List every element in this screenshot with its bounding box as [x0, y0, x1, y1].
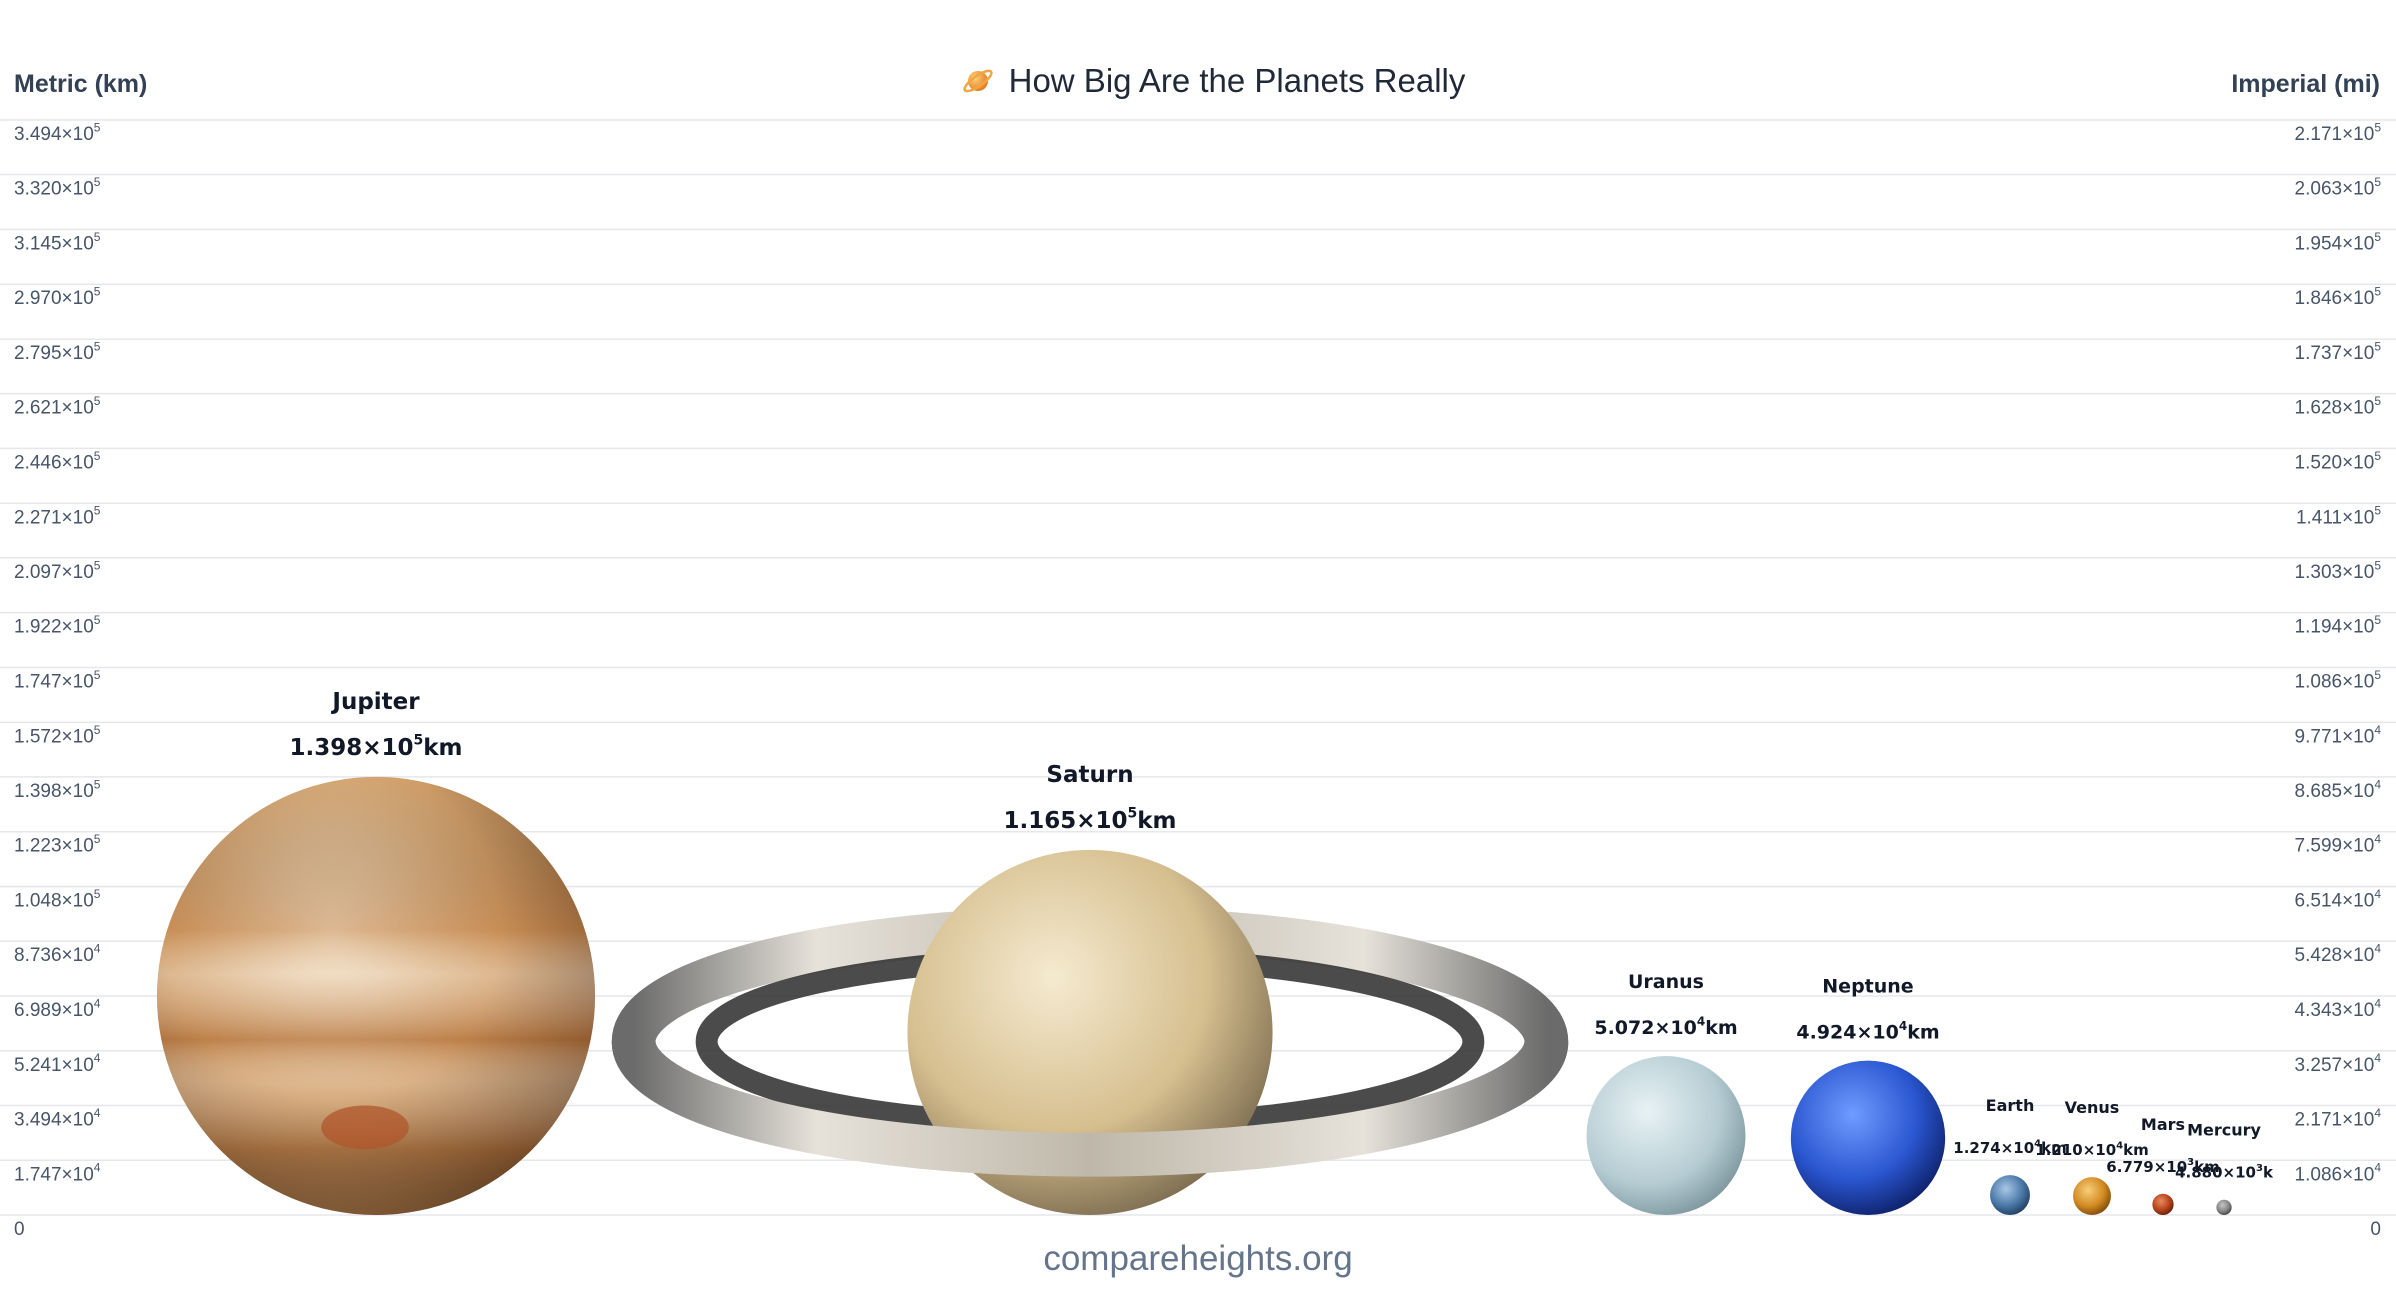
metric-tick-label: 1.223×105 — [14, 832, 101, 857]
planets: Jupiter 1.398×105km Saturn 1.165×105km Uranu… — [156, 689, 2274, 1216]
imperial-tick-label: 2.171×105 — [2295, 120, 2382, 145]
metric-tick-label: 3.145×105 — [14, 230, 101, 255]
metric-tick-label: 2.970×105 — [14, 285, 101, 310]
imperial-tick-label: 1.954×105 — [2295, 230, 2382, 255]
imperial-tick-label: 1.194×105 — [2295, 613, 2382, 638]
imperial-tick-label: 4.343×104 — [2295, 996, 2382, 1021]
chart-title: How Big Are the Planets Really — [1008, 62, 1466, 99]
metric-tick-label: 3.494×105 — [14, 120, 101, 145]
metric-tick-label: 1.572×105 — [14, 723, 101, 748]
imperial-tick-label: 1.737×105 — [2295, 340, 2382, 365]
imperial-tick-label: 7.599×104 — [2295, 832, 2382, 857]
planet-name-label: Mars — [2141, 1115, 2185, 1134]
imperial-tick-label: 1.520×105 — [2295, 449, 2382, 474]
imperial-tick-label: 6.514×104 — [2295, 887, 2382, 912]
imperial-tick-label: 2.171×104 — [2295, 1106, 2382, 1131]
planet-name-label: Neptune — [1822, 976, 1913, 998]
metric-axis-title: Metric (km) — [14, 70, 148, 98]
imperial-tick-label: 5.428×104 — [2295, 942, 2382, 967]
planet-diameter-label: 6.779×103km — [2106, 1157, 2219, 1176]
planet-body — [1586, 1056, 1746, 1215]
planet-body — [2073, 1177, 2111, 1216]
planet-name-label: Venus — [2065, 1098, 2120, 1117]
metric-tick-label: 8.736×104 — [14, 942, 101, 967]
metric-tick-label: 1.398×105 — [14, 777, 101, 802]
planet-body — [1990, 1175, 2030, 1215]
metric-tick-label: 3.494×104 — [14, 1106, 101, 1131]
planet-venus[interactable]: Venus 1.210×104km — [2035, 1098, 2149, 1216]
imperial-tick-label: 1.846×105 — [2295, 285, 2382, 310]
imperial-axis-title: Imperial (mi) — [2231, 70, 2380, 98]
planet-body — [907, 849, 1273, 1215]
imperial-tick-labels: 0 1.086×104 2.171×104 3.257×104 4.343×104 5.4… — [2295, 120, 2382, 1240]
planet-name-label: Mercury — [2187, 1121, 2261, 1140]
planet-name-label: Saturn — [1046, 762, 1133, 788]
metric-tick-label: 2.795×105 — [14, 340, 101, 365]
planet-diameter-label: 1.165×105km — [1003, 806, 1176, 834]
planet-diameter-label: 4.880×103k — [2175, 1163, 2274, 1182]
imperial-tick-label: 0 — [2370, 1219, 2381, 1240]
saturn-ring-front — [611, 1039, 1569, 1177]
imperial-tick-label: 1.303×105 — [2295, 558, 2382, 583]
imperial-tick-label: 1.086×105 — [2295, 668, 2382, 693]
metric-tick-label: 2.097×105 — [14, 558, 101, 583]
metric-tick-label: 2.446×105 — [14, 449, 101, 474]
planet-diameter-label: 5.072×104km — [1594, 1014, 1737, 1039]
metric-tick-label: 3.320×105 — [14, 175, 101, 200]
imperial-tick-label: 1.628×105 — [2295, 394, 2382, 419]
site-credit: compareheights.org — [1043, 1239, 1353, 1278]
metric-tick-label: 1.747×104 — [14, 1161, 101, 1186]
imperial-tick-label: 9.771×104 — [2295, 723, 2382, 748]
planet-body — [2152, 1193, 2174, 1215]
metric-tick-label: 1.048×105 — [14, 887, 101, 912]
jupiter-bands — [156, 776, 596, 1215]
planet-diameter-label: 1.274×104km — [1953, 1138, 2066, 1157]
metric-tick-label: 2.271×105 — [14, 504, 101, 529]
metric-tick-label: 5.241×104 — [14, 1051, 101, 1076]
planet-jupiter[interactable]: Jupiter 1.398×105km — [156, 689, 596, 1215]
planet-mercury[interactable]: Mercury 4.880×103k — [2175, 1121, 2274, 1215]
planet-diameter-label: 1.210×104km — [2035, 1140, 2148, 1159]
chart-header: How Big Are the Planets Really — [0, 62, 2396, 100]
planet-neptune[interactable]: Neptune 4.924×104km — [1790, 976, 1946, 1215]
planet-name-label: Earth — [1986, 1096, 2035, 1115]
planet-body — [1790, 1060, 1946, 1215]
metric-tick-label: 1.747×105 — [14, 668, 101, 693]
planet-earth[interactable]: Earth 1.274×104km — [1953, 1096, 2067, 1215]
planet-mars[interactable]: Mars 6.779×103km — [2106, 1115, 2220, 1215]
ringed-planet-icon — [962, 69, 993, 93]
planet-body — [2216, 1199, 2232, 1215]
imperial-tick-label: 1.411×105 — [2296, 504, 2381, 529]
imperial-tick-label: 2.063×105 — [2295, 175, 2382, 200]
imperial-tick-label: 8.685×104 — [2295, 777, 2382, 802]
metric-tick-label: 6.989×104 — [14, 996, 101, 1021]
planet-name-label: Uranus — [1628, 971, 1704, 993]
metric-tick-label: 2.621×105 — [14, 394, 101, 419]
great-red-spot — [321, 1105, 409, 1150]
metric-tick-label: 0 — [14, 1219, 25, 1240]
metric-tick-labels: 0 1.747×104 3.494×104 5.241×104 6.989×104 8.7… — [14, 120, 101, 1240]
planet-name-label: Jupiter — [330, 689, 420, 715]
imperial-tick-label: 3.257×104 — [2295, 1051, 2382, 1076]
metric-tick-label: 1.922×105 — [14, 613, 101, 638]
planet-diameter-label: 1.398×105km — [289, 733, 462, 761]
planet-diameter-label: 4.924×104km — [1796, 1019, 1939, 1044]
imperial-tick-label: 1.086×104 — [2295, 1161, 2382, 1186]
planet-uranus[interactable]: Uranus 5.072×104km — [1586, 971, 1746, 1215]
planet-saturn[interactable]: Saturn 1.165×105km — [611, 762, 1569, 1215]
